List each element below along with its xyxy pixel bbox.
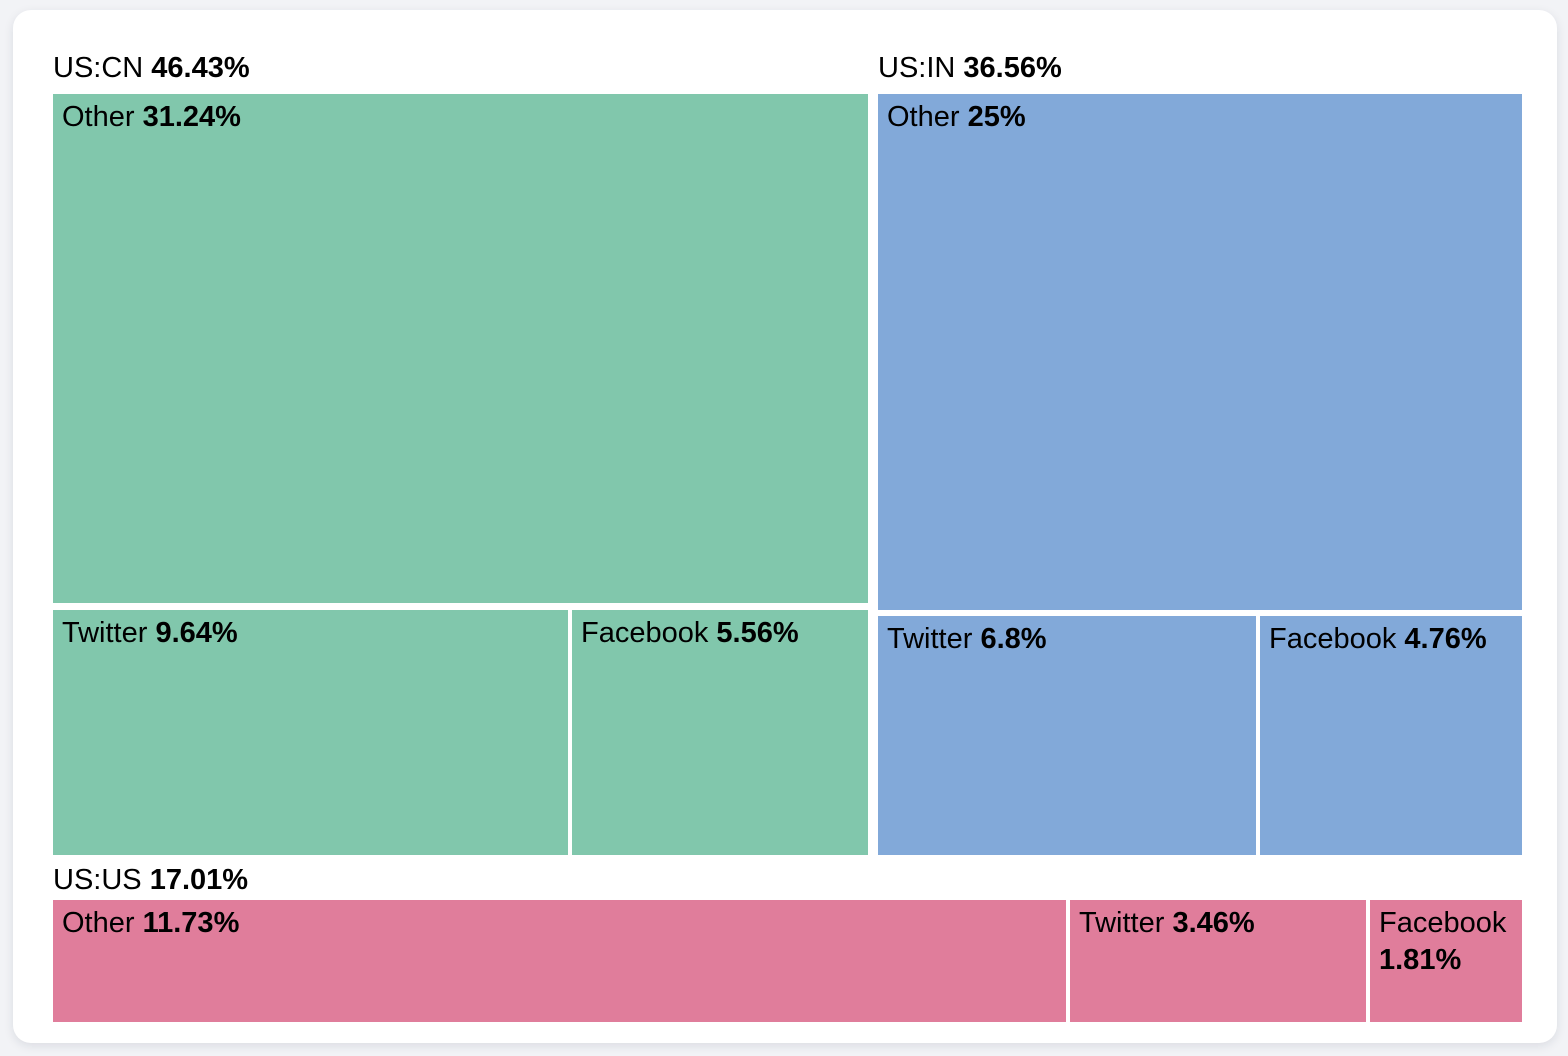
cell-value: 4.76%: [1404, 623, 1487, 655]
cell-category: Facebook: [1379, 907, 1507, 939]
group-header-us-cn: US:CN 46.43%: [53, 48, 250, 88]
cell-category: Other: [62, 907, 135, 939]
treemap-cell-us-us-facebook[interactable]: Facebook 1.81%: [1370, 900, 1522, 1022]
group-label: US:IN: [878, 52, 956, 84]
cell-value: 31.24%: [142, 101, 241, 133]
cell-value: 3.46%: [1172, 907, 1255, 939]
treemap-cell-us-us-twitter[interactable]: Twitter 3.46%: [1070, 900, 1366, 1022]
cell-value: 1.81%: [1379, 944, 1462, 976]
cell-category: Twitter: [1079, 907, 1165, 939]
treemap-cell-us-in-twitter[interactable]: Twitter 6.8%: [878, 616, 1256, 855]
cell-category: Other: [62, 101, 135, 133]
cell-category: Twitter: [62, 617, 148, 649]
group-label: US:CN: [53, 52, 144, 84]
treemap-chart: US:CN 46.43% Other 31.24% Twitter 9.64% …: [53, 48, 1522, 1022]
group-value: 17.01%: [149, 864, 249, 896]
cell-category: Facebook: [581, 617, 709, 649]
treemap-cell-us-cn-facebook[interactable]: Facebook 5.56%: [572, 610, 868, 855]
cell-value: 11.73%: [142, 907, 240, 939]
cell-category: Facebook: [1269, 623, 1397, 655]
cell-value: 9.64%: [155, 617, 238, 649]
cell-value: 25%: [967, 101, 1026, 133]
treemap-cell-us-in-facebook[interactable]: Facebook 4.76%: [1260, 616, 1522, 855]
chart-card: US:CN 46.43% Other 31.24% Twitter 9.64% …: [13, 10, 1557, 1043]
treemap-cell-us-in-other[interactable]: Other 25%: [878, 94, 1522, 610]
cell-category: Other: [887, 101, 960, 133]
treemap-cell-us-cn-twitter[interactable]: Twitter 9.64%: [53, 610, 568, 855]
group-value: 46.43%: [151, 52, 250, 84]
treemap-cell-us-cn-other[interactable]: Other 31.24%: [53, 94, 868, 603]
group-label: US:US: [53, 864, 142, 896]
group-header-us-us: US:US 17.01%: [53, 860, 248, 900]
cell-value: 6.8%: [980, 623, 1047, 655]
group-header-us-in: US:IN 36.56%: [878, 48, 1062, 88]
cell-value: 5.56%: [716, 617, 799, 649]
treemap-cell-us-us-other[interactable]: Other 11.73%: [53, 900, 1066, 1022]
cell-category: Twitter: [887, 623, 973, 655]
group-value: 36.56%: [963, 52, 1062, 84]
